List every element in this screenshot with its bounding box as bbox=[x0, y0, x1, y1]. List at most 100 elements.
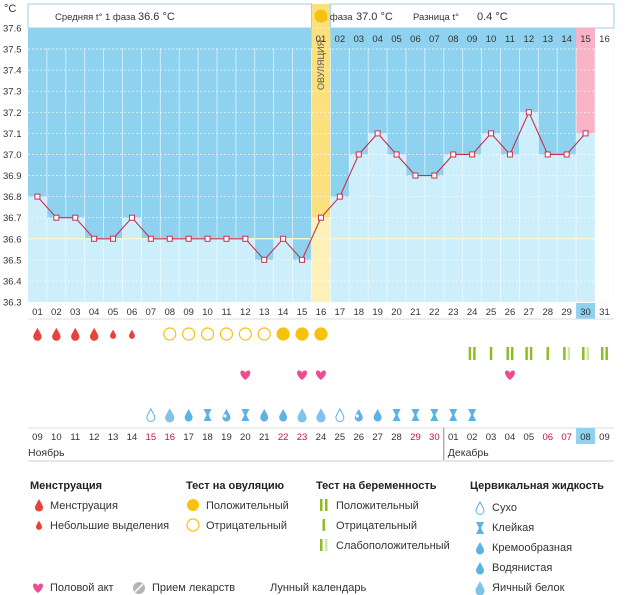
cycle-day-label: 10 bbox=[202, 307, 213, 318]
date-label: 23 bbox=[297, 432, 308, 443]
temp-point bbox=[412, 172, 419, 179]
temp-point bbox=[488, 130, 495, 137]
post-ovulation-day: 07 bbox=[429, 34, 440, 45]
date-label: 05 bbox=[524, 432, 535, 443]
temp-bar bbox=[349, 154, 369, 302]
cycle-day-label: 26 bbox=[505, 307, 516, 318]
post-ovulation-day: 04 bbox=[372, 34, 383, 45]
highlight-day-cell bbox=[576, 28, 595, 48]
pregnancy-positive-icon bbox=[605, 347, 608, 360]
intercourse-icon bbox=[33, 583, 43, 593]
ovulation-sun-icon bbox=[314, 9, 328, 23]
temp-point bbox=[53, 214, 60, 221]
temp-bar bbox=[519, 112, 539, 302]
temp-point bbox=[91, 235, 98, 242]
cycle-day-label: 02 bbox=[51, 307, 62, 318]
pregnancy-negative-icon bbox=[546, 347, 549, 360]
ovulation-negative-icon bbox=[186, 518, 200, 532]
cycle-day-label: 08 bbox=[164, 307, 175, 318]
cycle-day-label: 31 bbox=[599, 307, 610, 318]
cervical-eggwhite-icon bbox=[165, 408, 175, 423]
cervical-sticky-icon bbox=[449, 409, 458, 421]
menstruation-icon bbox=[35, 499, 43, 512]
temp-bar bbox=[84, 238, 104, 302]
date-label: 19 bbox=[221, 432, 232, 443]
post-ovulation-day: 15 bbox=[580, 34, 591, 45]
moon-icon bbox=[253, 582, 261, 595]
legend-spotting: Небольшие выделения bbox=[50, 520, 170, 532]
cervical-watery-icon bbox=[184, 409, 193, 422]
ovulation-positive-icon bbox=[295, 327, 309, 341]
post-ovulation-day: 06 bbox=[410, 34, 421, 45]
temp-point bbox=[525, 109, 532, 116]
post-ovulation-day: 01 bbox=[316, 34, 327, 45]
temp-point bbox=[506, 151, 513, 158]
cervical-watery-icon bbox=[260, 409, 269, 422]
cycle-day-label: 05 bbox=[108, 307, 119, 318]
date-label: 21 bbox=[259, 432, 270, 443]
cycle-day-label: 03 bbox=[70, 307, 81, 318]
pregnancy-positive-icon bbox=[506, 347, 509, 360]
legend-pregnancy-positive: Положительный bbox=[336, 500, 419, 512]
post-ovulation-day: 05 bbox=[391, 34, 402, 45]
date-label: 17 bbox=[183, 432, 194, 443]
cervical-watery-icon bbox=[476, 562, 484, 575]
temp-bar bbox=[330, 196, 350, 302]
spotting-icon bbox=[128, 329, 135, 339]
temp-bar bbox=[538, 154, 558, 302]
cervical-eggwhite-icon bbox=[316, 408, 326, 423]
month-label-next: Декабрь bbox=[448, 447, 489, 459]
temp-bar bbox=[292, 259, 312, 302]
date-label: 22 bbox=[278, 432, 289, 443]
cervical-creamy-dot bbox=[223, 414, 227, 418]
cervical-sticky-icon bbox=[392, 409, 401, 421]
cycle-day-label: 18 bbox=[353, 307, 364, 318]
legend-medication: Прием лекарств bbox=[152, 582, 236, 594]
ovulation-positive-icon bbox=[314, 327, 328, 341]
y-tick-label: 36.3 bbox=[3, 298, 22, 309]
legend-menstruation-title: Менструация bbox=[30, 480, 103, 492]
temperature-line bbox=[37, 110, 586, 261]
pregnancy-positive-icon bbox=[510, 347, 514, 360]
pregnancy-weak-icon bbox=[320, 539, 323, 551]
date-label: 20 bbox=[240, 432, 251, 443]
spotting-icon bbox=[36, 520, 42, 530]
cycle-day-label: 30 bbox=[580, 307, 591, 318]
y-tick-label: 37.4 bbox=[3, 66, 22, 77]
cycle-day-label: 28 bbox=[542, 307, 553, 318]
temp-bar bbox=[141, 238, 161, 302]
temp-point bbox=[280, 235, 287, 242]
temp-point bbox=[374, 130, 381, 137]
ovulation-negative-icon bbox=[200, 327, 215, 341]
temp-point bbox=[261, 256, 268, 263]
cycle-day-label: 14 bbox=[278, 307, 289, 318]
cervical-sticky-icon bbox=[468, 409, 477, 421]
legend-lunar: Лунный календарь bbox=[270, 582, 367, 594]
legend-cervical-title: Цервикальная жидкость bbox=[470, 480, 604, 492]
temp-point bbox=[355, 151, 362, 158]
date-label: 07 bbox=[561, 432, 572, 443]
cycle-day-label: 25 bbox=[486, 307, 497, 318]
temp-point bbox=[336, 193, 343, 200]
temp-point bbox=[299, 256, 306, 263]
ovulation-positive-icon bbox=[187, 499, 199, 511]
y-tick-label: 36.7 bbox=[3, 213, 22, 224]
difference-label: Разница t° bbox=[413, 12, 459, 23]
phase2-box bbox=[329, 3, 615, 29]
cervical-watery-icon bbox=[279, 409, 288, 422]
temp-bar bbox=[179, 238, 199, 302]
temp-point bbox=[317, 214, 324, 221]
date-label: 29 bbox=[410, 432, 421, 443]
y-tick-label: 37.0 bbox=[3, 150, 22, 161]
temp-bar bbox=[500, 154, 520, 302]
date-label: 02 bbox=[467, 432, 478, 443]
menstruation-icon bbox=[71, 327, 80, 341]
cycle-day-label: 06 bbox=[127, 307, 138, 318]
temp-point bbox=[128, 214, 135, 221]
cervical-sticky-icon bbox=[241, 409, 250, 421]
highlight-day-band bbox=[576, 48, 595, 134]
pregnancy-weak-icon bbox=[586, 347, 590, 360]
post-ovulation-day: 09 bbox=[467, 34, 478, 45]
highlight-date-cell bbox=[576, 428, 595, 444]
